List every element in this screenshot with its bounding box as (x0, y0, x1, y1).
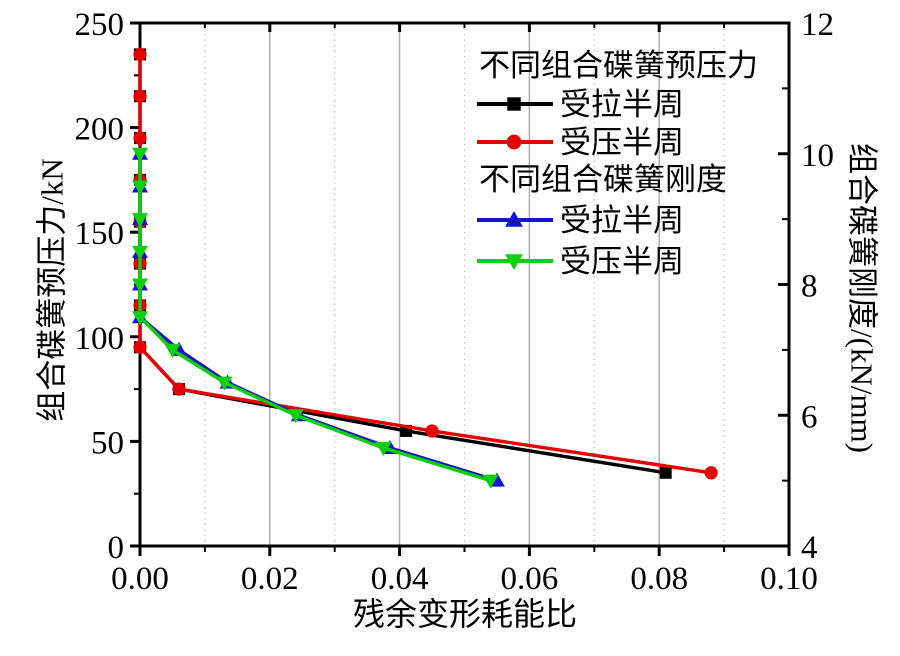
legend-group-header: 不同组合碟簧刚度 (479, 162, 727, 197)
y-left-tick-label: 100 (75, 321, 125, 357)
x-tick-label: 0.00 (111, 561, 169, 597)
series-stiffness_tension (132, 145, 505, 487)
y-right-tick-label: 4 (801, 530, 818, 566)
y-left-tick-label: 150 (75, 216, 125, 252)
x-tick-label: 0.10 (760, 561, 818, 597)
legend-item-label: 受压半周 (560, 244, 684, 279)
legend-item-preload_compression: 受压半周 (477, 125, 684, 160)
legend-item-preload_tension: 受拉半周 (477, 87, 684, 122)
legend-item-label: 受压半周 (560, 125, 684, 160)
y-right-tick-label: 10 (801, 138, 834, 174)
legend-item-stiffness_compression: 受压半周 (477, 244, 684, 279)
legend-item-label: 受拉半周 (560, 87, 684, 122)
right-axis-title: 组合碟簧刚度/(kN/mm) (844, 143, 880, 453)
left-axis-title: 组合碟簧预压力/kN (34, 158, 70, 422)
legend-item-label: 受拉半周 (560, 203, 684, 238)
y-left-tick-label: 50 (91, 425, 124, 461)
y-right-tick-label: 12 (801, 7, 834, 43)
x-tick-label: 0.08 (630, 561, 688, 597)
x-tick-label: 0.06 (501, 561, 559, 597)
y-left-tick-label: 0 (108, 530, 125, 566)
x-tick-label: 0.04 (371, 561, 429, 597)
y-left-tick-label: 200 (75, 112, 125, 148)
x-axis-title: 残余变形耗能比 (352, 596, 578, 632)
y-right-tick-label: 6 (801, 399, 818, 435)
series-stiffness_compression (132, 147, 499, 489)
y-left-tick-label: 250 (75, 7, 125, 43)
y-right-tick-label: 8 (801, 269, 818, 305)
legend-group-header: 不同组合碟簧预压力 (479, 48, 758, 83)
legend-item-stiffness_tension: 受拉半周 (477, 203, 684, 238)
x-tick-label: 0.02 (241, 561, 299, 597)
